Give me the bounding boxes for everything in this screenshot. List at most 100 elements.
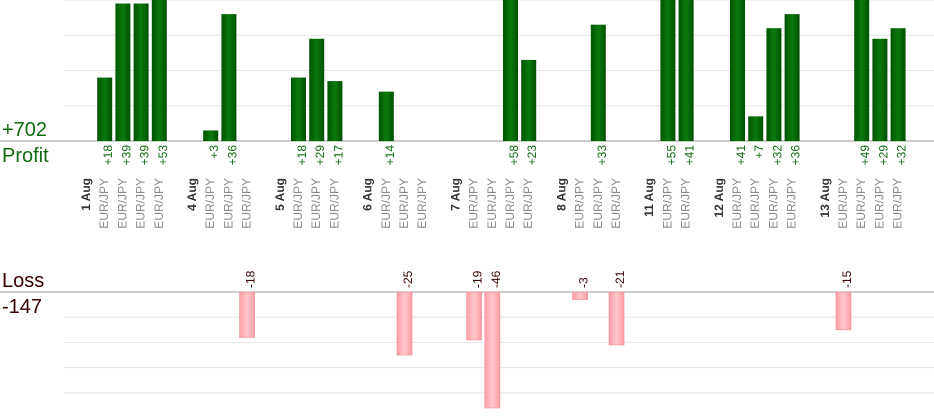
pair-label: EUR/JPY [591, 178, 605, 229]
pair-label: EUR/JPY [415, 178, 429, 229]
loss-bar [239, 291, 255, 338]
profit-bar [766, 28, 782, 142]
loss-bar [466, 291, 482, 341]
profit-bar [378, 91, 394, 141]
profit-value-label: +32 [895, 145, 909, 166]
profit-value-label: +36 [225, 145, 239, 166]
profit-value-label: +18 [295, 145, 309, 166]
day-label: 5 Aug [273, 178, 287, 211]
pair-label: EUR/JPY [854, 178, 868, 229]
profit-value-label: +29 [313, 145, 327, 166]
profit-value-label: +41 [734, 145, 748, 166]
loss-value-label: -21 [613, 270, 627, 288]
profit-bar [151, 0, 167, 141]
loss-value-label: -3 [577, 277, 591, 288]
profit-bar [203, 130, 219, 141]
day-label: 13 Aug [818, 178, 832, 218]
profit-bar [521, 59, 537, 141]
pair-label: EUR/JPY [872, 178, 886, 229]
profit-bar [221, 14, 237, 142]
pair-label: EUR/JPY [503, 178, 517, 229]
pair-label: EUR/JPY [679, 178, 693, 229]
profit-value-label: +29 [876, 145, 890, 166]
profit-bar [590, 24, 606, 141]
pair-label: EUR/JPY [521, 178, 535, 229]
day-label: 8 Aug [554, 178, 568, 211]
day-label: 7 Aug [448, 178, 462, 211]
day-label: 6 Aug [361, 178, 375, 211]
pair-label: EUR/JPY [891, 178, 905, 229]
pair-label: EUR/JPY [766, 178, 780, 229]
profit-value-label: +18 [101, 145, 115, 166]
pair-label: EUR/JPY [240, 178, 254, 229]
profit-value-label: +3 [207, 145, 221, 159]
loss-label: Loss [2, 270, 45, 292]
profit-bar [503, 0, 518, 141]
pair-label: EUR/JPY [134, 178, 148, 229]
loss-bar [572, 291, 588, 300]
profit-total: +702 [2, 119, 48, 141]
pair-label: EUR/JPY [785, 178, 799, 229]
pair-label: EUR/JPY [660, 178, 674, 229]
profit-value-label: +41 [683, 145, 697, 166]
pair-label: EUR/JPY [836, 178, 850, 229]
profit-bar [748, 116, 764, 141]
loss-bar [608, 291, 625, 346]
day-label: 1 Aug [79, 178, 93, 211]
profit-bar [660, 0, 676, 141]
loss-value-label: -15 [840, 270, 854, 288]
profit-value-label: +55 [664, 145, 678, 166]
profit-value-label: +7 [752, 145, 766, 159]
labels: 1 Aug EUR/JPY+18EUR/JPY+39EUR/JPY+39EUR/J… [79, 145, 909, 288]
profit-bar [327, 81, 343, 141]
bars [97, 0, 906, 409]
loss-value-label: -18 [244, 270, 258, 288]
pair-label: EUR/JPY [309, 178, 323, 229]
loss-bar [396, 291, 413, 356]
pair-label: EUR/JPY [397, 178, 411, 229]
pair-label: EUR/JPY [730, 178, 744, 229]
pair-label: EUR/JPY [115, 178, 129, 229]
pair-label: EUR/JPY [379, 178, 393, 229]
loss-total: -147 [2, 296, 43, 318]
pair-label: EUR/JPY [485, 178, 499, 229]
profit-value-label: +33 [595, 145, 609, 166]
profit-value-label: +17 [331, 145, 345, 166]
loss-value-label: -25 [401, 270, 415, 288]
day-label: 12 Aug [712, 178, 726, 218]
pair-label: EUR/JPY [97, 178, 111, 229]
pair-label: EUR/JPY [221, 178, 235, 229]
profit-value-label: +39 [138, 145, 152, 166]
pair-label: EUR/JPY [467, 178, 481, 229]
loss-bar [484, 291, 501, 409]
profit-bar [890, 28, 906, 142]
profit-value-label: +58 [507, 145, 521, 166]
pair-label: EUR/JPY [327, 178, 341, 229]
profit-bar [872, 38, 888, 141]
day-label: 4 Aug [185, 178, 199, 211]
profit-value-label: +23 [525, 145, 539, 166]
pair-label: EUR/JPY [609, 178, 623, 229]
pair-label: EUR/JPY [748, 178, 762, 229]
profit-bar [309, 38, 325, 141]
profit-bar [133, 3, 149, 142]
profit-value-label: +36 [789, 145, 803, 166]
profit-value-label: +39 [119, 145, 133, 166]
profit-bar [97, 77, 113, 141]
profit-value-label: +32 [770, 145, 784, 166]
profit-label: Profit [2, 145, 49, 167]
profit-value-label: +14 [383, 145, 397, 166]
loss-bar [835, 291, 852, 331]
profit-bar [678, 0, 694, 141]
profit-bar [854, 0, 870, 141]
pair-label: EUR/JPY [291, 178, 305, 229]
pair-label: EUR/JPY [152, 178, 166, 229]
loss-value-label: -19 [471, 270, 485, 288]
profit-bar [784, 14, 800, 142]
profit-value-label: +53 [156, 145, 170, 166]
loss-value-label: -46 [489, 270, 503, 288]
profit-bar [115, 3, 131, 142]
profit-bar [291, 77, 306, 141]
pair-label: EUR/JPY [203, 178, 217, 229]
